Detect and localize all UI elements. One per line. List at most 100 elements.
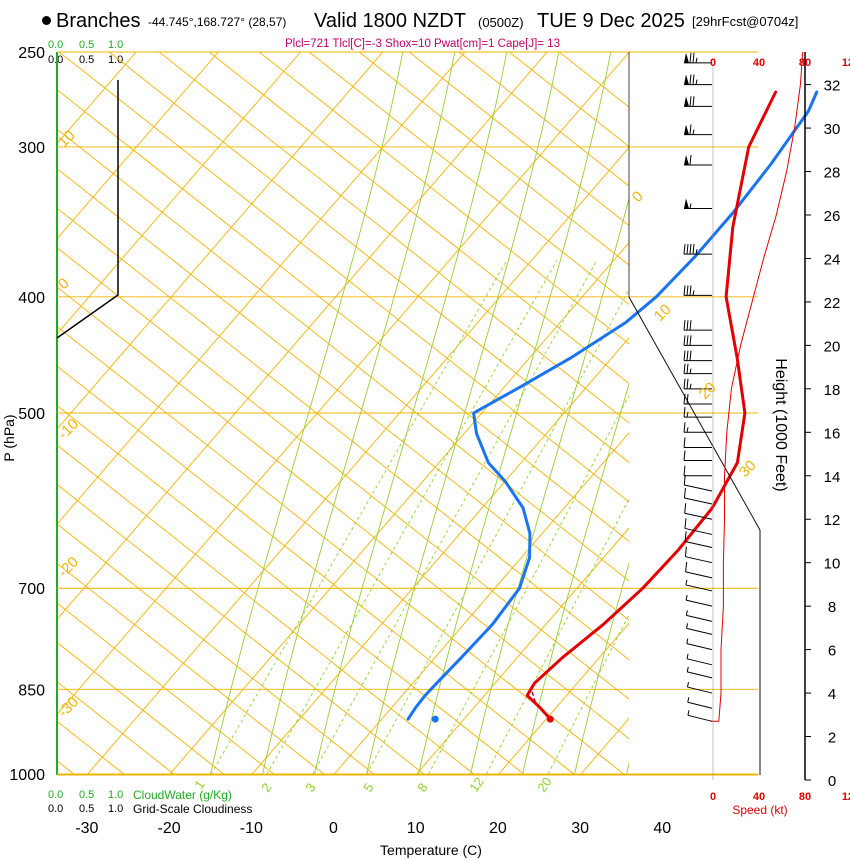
dry-adiabat [57, 207, 629, 661]
temp-tick--30: -30 [75, 820, 98, 837]
wind-barb-flag [683, 285, 686, 296]
dry-adiabat [57, 128, 629, 582]
wind-barb [683, 474, 713, 492]
wind-barb-flag [683, 437, 686, 448]
wind-barb-pennant [684, 52, 689, 63]
height-tick-18: 18 [824, 382, 841, 399]
height-tick-32: 32 [824, 78, 841, 95]
surface-dewpoint-dot [431, 715, 439, 723]
wind-barb [683, 407, 712, 418]
panel-edge-diagonal [628, 296, 761, 531]
dry-adiabat [57, 760, 76, 775]
wind-barb-half-flag [689, 383, 692, 389]
mixing-ratio-line [485, 498, 629, 775]
wind-barb-staff [686, 643, 713, 651]
dry-adiabat [57, 602, 276, 775]
wind-barb [685, 579, 713, 592]
height-tick-20: 20 [824, 338, 841, 355]
wind-barb-pennant [684, 124, 689, 135]
stability-indices: Plcl=721 Tlcl[C]=-3 Shox=10 Pwat[cm]=1 C… [285, 38, 560, 50]
speed-bottom-tick-80: 80 [799, 791, 811, 803]
wind-barb-staff [687, 686, 713, 694]
wind-panel [628, 51, 811, 781]
height-tick-4: 4 [828, 686, 836, 703]
wind-barb [687, 697, 713, 709]
wind-barb [683, 363, 712, 375]
wind-barb [685, 610, 713, 622]
wind-barb-staff [685, 599, 713, 607]
bottom-cloudiness-1: 1.0 [108, 803, 124, 815]
dry-adiabat [58, 52, 629, 503]
wind-barb-pennant [684, 198, 689, 209]
wind-barb-flag [683, 244, 686, 255]
dry-adiabat [57, 720, 126, 775]
mixing-ratio-label-5: 5 [360, 780, 376, 795]
x-axis-title: Temperature (C) [380, 842, 482, 858]
wind-barb-pennant [684, 74, 689, 85]
wind-barb-flag [684, 531, 687, 542]
isotherm-0 [334, 432, 629, 775]
wind-barb-flag [685, 561, 688, 572]
wind-barb-flag [689, 320, 692, 331]
dry-adiabat [57, 562, 326, 775]
surface-temperature-dot [546, 715, 554, 723]
moist-adiabat [417, 52, 612, 775]
mixing-ratio-label-2: 2 [258, 780, 274, 795]
wind-barb [684, 154, 712, 166]
mixing-ratio-line [365, 288, 629, 775]
bottom-cloudwater-0: 0.0 [48, 789, 64, 801]
isotherm--80 [57, 52, 301, 335]
mixing-ratio-label-12: 12 [466, 774, 487, 794]
temp-tick-40: 40 [653, 820, 671, 837]
isotherm-label-0: 0 [629, 188, 647, 206]
valid-time: Valid 1800 NZDT [314, 10, 466, 32]
wind-barb [686, 638, 713, 651]
moist-adiabat [209, 52, 404, 775]
speed-bottom-tick-40: 40 [753, 791, 765, 803]
wind-barb-flag [684, 546, 687, 557]
speed-top-tick-80: 80 [799, 57, 811, 69]
wind-barb-half-flag [686, 623, 689, 629]
mixing-ratio-line [210, 259, 508, 775]
speed-bottom-tick-0: 0 [710, 791, 716, 803]
cloudwater-axis-label: CloudWater (g/Kg) [133, 788, 232, 802]
temp-tick--20: -20 [158, 820, 181, 837]
wind-barb-half-flag [686, 427, 689, 433]
tropopause-line [56, 80, 119, 339]
dry-adiabat [57, 326, 626, 775]
wind-barb-half-flag [685, 595, 688, 601]
isotherm-label-2: 20 [696, 379, 720, 403]
wind-barb-flag [692, 52, 695, 63]
dry-adiabat [57, 444, 476, 775]
top-cloudwater-05: 0.5 [79, 39, 95, 51]
isotherm-10 [416, 527, 629, 775]
height-tick-26: 26 [824, 208, 841, 225]
wind-barb [683, 465, 712, 477]
pressure-tick-300: 300 [18, 140, 45, 157]
wind-barb-staff [686, 658, 713, 666]
valid-date: TUE 9 Dec 2025 [537, 10, 685, 32]
isotherm-label-6: -30 [55, 693, 82, 720]
isotherm-50 [745, 52, 850, 774]
wind-barb [683, 487, 713, 505]
wind-barb-staff [686, 614, 713, 622]
wind-barb-flag [683, 320, 686, 331]
wind-barb-flag [689, 74, 692, 85]
wind-barb [686, 653, 713, 666]
diagram-grid [0, 0, 850, 776]
wind-barb-staff [685, 571, 713, 579]
wind-barb [687, 710, 713, 722]
wind-barb-half-flag [686, 411, 689, 418]
speed-bottom-tick-120: 120 [842, 791, 850, 803]
wind-barb-flag [684, 518, 687, 529]
moist-adiabat [313, 52, 508, 775]
wind-barb-pennant [684, 155, 689, 166]
wind-barb-half-flag [686, 666, 689, 672]
dry-adiabat [57, 286, 629, 740]
wind-barb [684, 198, 712, 209]
height-tick-28: 28 [824, 165, 841, 182]
dry-adiabat [0, 0, 25, 775]
wind-barb-flag [686, 335, 689, 346]
wind-barb-staff [687, 714, 713, 722]
wind-barb [684, 518, 713, 535]
